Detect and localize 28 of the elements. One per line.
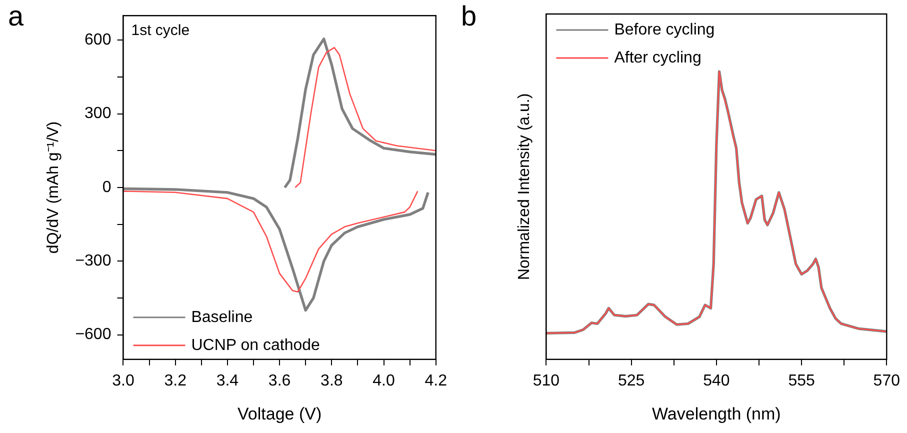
- y-tick-label: 0: [102, 178, 112, 196]
- text: a: [8, 0, 24, 32]
- x-tick-label: 510: [532, 372, 560, 390]
- y-tick-label: −300: [75, 252, 112, 270]
- x-tick-label: 3.2: [164, 372, 187, 390]
- x-tick-label: 555: [788, 372, 815, 390]
- x-tick-label: 3.0: [112, 372, 134, 390]
- y-axis-title: Normalized Intensity (a.u.): [516, 93, 534, 280]
- x-tick-label: 4.0: [372, 372, 395, 390]
- legend-label: After cycling: [614, 49, 702, 66]
- y-tick-label: −600: [75, 326, 112, 344]
- y-axis-title: dQ/dV (mAh g⁻¹/V): [45, 121, 62, 254]
- x-tick-label: 3.4: [216, 372, 239, 390]
- legend-label: Before cycling: [614, 21, 715, 38]
- legend-label: Baseline: [191, 308, 253, 326]
- x-tick-label: 525: [618, 372, 645, 390]
- x-axis-title: Voltage (V): [238, 404, 322, 424]
- x-axis-title: Wavelength (nm): [652, 404, 781, 424]
- legend-label: UCNP on cathode: [191, 336, 320, 354]
- x-tick-label: 4.2: [424, 372, 448, 390]
- y-tick-label: 300: [84, 105, 112, 122]
- x-tick-label: 540: [703, 372, 730, 390]
- text: b: [461, 0, 477, 32]
- y-tick-label: 600: [84, 32, 112, 49]
- x-tick-label: 570: [873, 372, 900, 390]
- x-tick-label: 3.8: [320, 372, 343, 390]
- x-tick-label: 3.6: [268, 372, 291, 390]
- annotation: 1st cycle: [131, 22, 190, 40]
